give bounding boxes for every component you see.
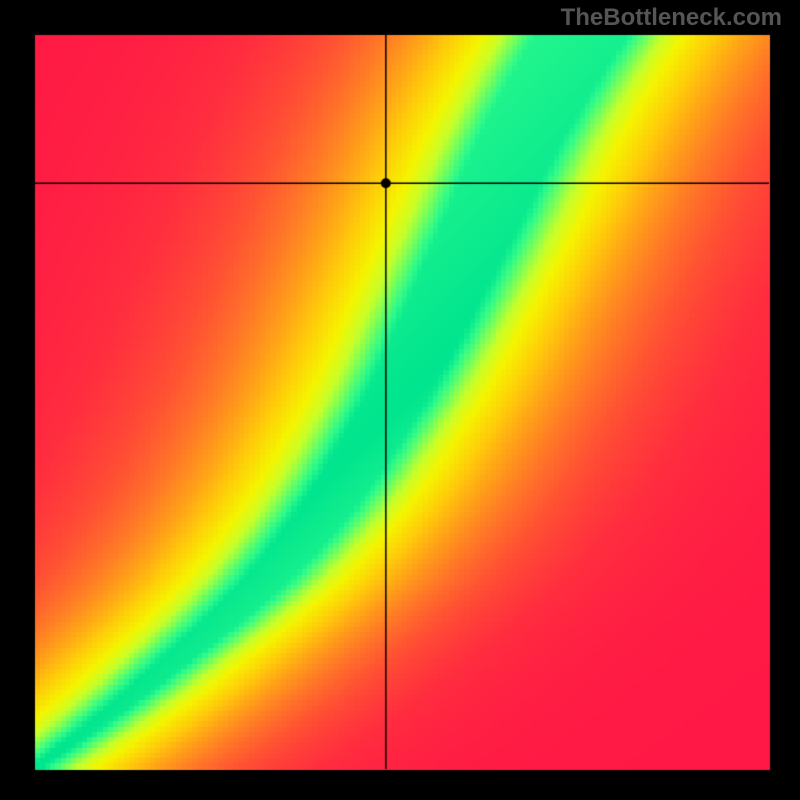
- watermark-label: TheBottleneck.com: [561, 4, 782, 32]
- chart-container: TheBottleneck.com: [0, 0, 800, 800]
- bottleneck-heatmap: [0, 0, 800, 800]
